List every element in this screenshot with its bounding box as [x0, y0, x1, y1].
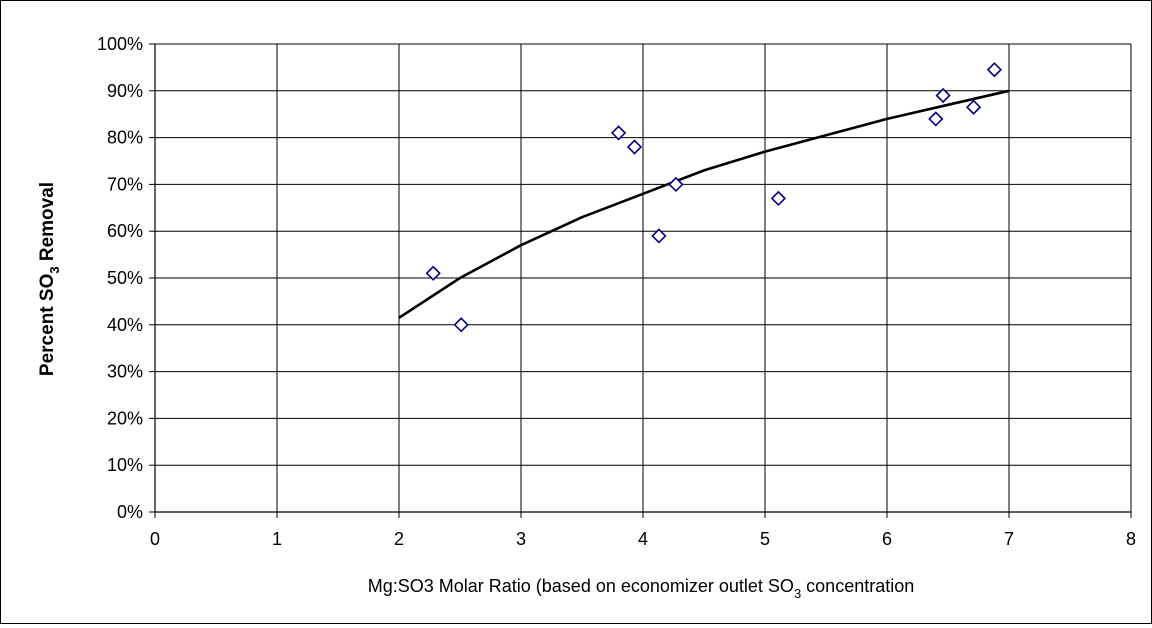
y-tick-label: 90%: [107, 81, 143, 101]
y-tick-label: 20%: [107, 408, 143, 428]
x-axis-title: Mg:SO3 Molar Ratio (based on economizer …: [368, 576, 915, 601]
y-tick-label: 0%: [117, 502, 143, 522]
x-axis-title-subscript: 3: [794, 586, 801, 601]
tick-labels: 0% 10% 20% 30% 40% 50% 60% 70% 80% 90% 100% 0 1 2 3 4 5 6…: [97, 34, 1136, 549]
data-point: [425, 265, 441, 281]
data-point: [626, 139, 643, 155]
y-axis-title-tail: Removal: [37, 182, 58, 266]
data-points: [425, 62, 1003, 333]
y-tick-label: 100%: [97, 34, 143, 54]
data-point: [986, 62, 1003, 78]
x-tick-label: 0: [150, 529, 160, 549]
data-point: [965, 99, 982, 115]
data-point: [453, 317, 469, 333]
trendline: [398, 89, 1010, 319]
x-tick-label: 4: [638, 529, 648, 549]
y-tick-label: 60%: [107, 221, 143, 241]
x-axis-title-tail: concentration: [801, 576, 914, 596]
x-tick-label: 8: [1126, 529, 1136, 549]
data-point: [770, 190, 787, 207]
x-tick-label: 3: [516, 529, 526, 549]
y-tick-label: 80%: [107, 128, 143, 148]
x-tick-label: 1: [272, 529, 282, 549]
x-tick-label: 7: [1004, 529, 1014, 549]
x-tick-label: 6: [882, 529, 892, 549]
x-tick-label: 2: [394, 529, 404, 549]
x-tick-label: 5: [760, 529, 770, 549]
grid: [155, 43, 1132, 512]
y-axis-title-main: Percent SO: [37, 274, 58, 376]
axes: [149, 43, 1132, 518]
trendline-path: [398, 89, 1010, 319]
data-point: [668, 176, 684, 193]
y-tick-label: 10%: [107, 455, 143, 475]
y-tick-label: 40%: [107, 315, 143, 335]
data-point: [651, 228, 667, 244]
y-axis-title: Percent SO3 Removal: [37, 182, 62, 376]
data-point: [935, 87, 951, 104]
y-axis-title-subscript: 3: [47, 266, 62, 273]
y-tick-label: 70%: [107, 174, 143, 194]
y-tick-label: 50%: [107, 268, 143, 288]
data-point: [610, 125, 627, 141]
y-tick-label: 30%: [107, 362, 143, 382]
data-point: [928, 111, 944, 127]
x-axis-title-main: Mg:SO3 Molar Ratio (based on economizer …: [368, 576, 794, 596]
